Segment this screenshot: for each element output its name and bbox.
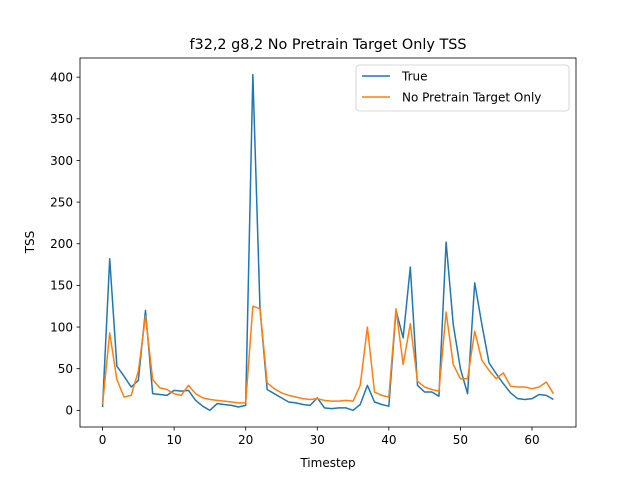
x-tick-label: 10: [166, 433, 181, 447]
x-tick-label: 50: [453, 433, 468, 447]
y-axis-label: TSS: [23, 231, 37, 255]
series-line-2: [101, 305, 555, 405]
x-tick-label: 20: [238, 433, 253, 447]
plot-area: 0 10 20 30 40 50 60 0 50 100 150 200 250 300 350 400: [50, 57, 577, 447]
y-tick-label: 100: [50, 320, 73, 334]
x-tick-label: 40: [381, 433, 396, 447]
y-tick-label: 400: [50, 70, 73, 84]
y-tick-label: 250: [50, 195, 73, 209]
chart-title: f32,2 g8,2 No Pretrain Target Only TSS: [189, 37, 466, 53]
x-axis-label: Timestep: [299, 456, 355, 470]
y-tick-label: 0: [65, 404, 73, 418]
legend: True No Pretrain Target Only: [355, 64, 570, 112]
y-axis-ticks: 0 50 100 150 200 250 300 350 400: [50, 70, 80, 418]
legend-label: No Pretrain Target Only: [402, 90, 541, 104]
y-tick-label: 150: [50, 279, 73, 293]
axes-frame: [79, 57, 577, 428]
y-tick-label: 200: [50, 237, 73, 251]
legend-box: [355, 64, 570, 112]
x-tick-label: 30: [310, 433, 325, 447]
y-tick-label: 300: [50, 154, 73, 168]
series-line-1: [101, 73, 554, 412]
legend-items: True No Pretrain Target Only: [362, 69, 541, 104]
x-tick-label: 0: [99, 433, 107, 447]
x-tick-label: 60: [524, 433, 539, 447]
series-lines: [101, 73, 555, 412]
y-tick-label: 350: [50, 112, 73, 126]
y-tick-label: 50: [58, 362, 73, 376]
legend-label: True: [401, 69, 428, 83]
x-axis-ticks: 0 10 20 30 40 50 60: [99, 427, 540, 447]
